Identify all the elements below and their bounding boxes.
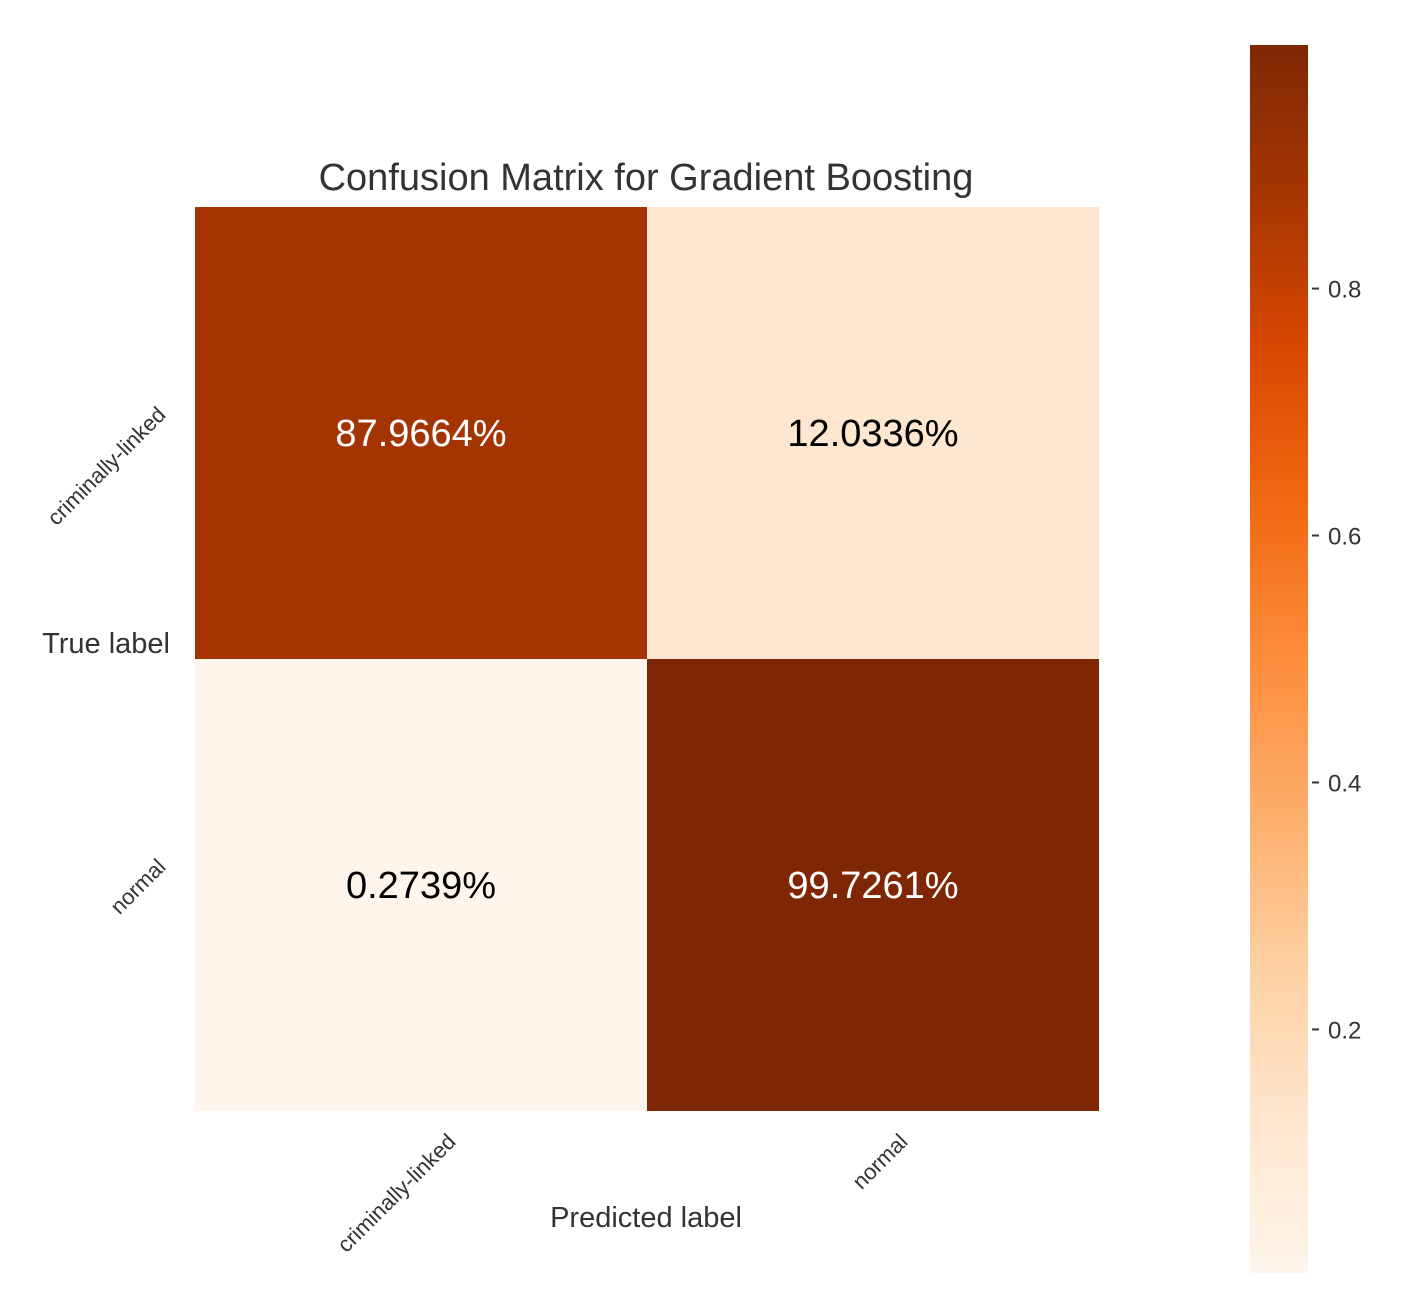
cell-value-label: 87.9664% [335,413,506,455]
y-tick-label: criminally-linked [42,402,170,530]
y-axis-label: True label [42,628,170,660]
x-axis-label: Predicted label [550,1202,742,1234]
x-tick-labels: criminally-linked normal [332,1129,912,1257]
y-tick-labels: criminally-linked normal [42,402,170,919]
colorbar-tick-label: 0.6 [1328,524,1361,551]
heatmap-cell [647,207,1099,659]
colorbar-ticks: 0.2 0.4 0.6 0.8 [1312,277,1361,1044]
y-tick-label: normal [105,854,170,919]
x-tick-label: criminally-linked [332,1129,460,1257]
heatmap-cell [647,659,1099,1111]
heatmap-cell [195,659,647,1111]
colorbar-tick-label: 0.2 [1328,1017,1361,1044]
colorbar-tick-label: 0.4 [1328,770,1361,797]
heatmap-cells: 87.9664% 12.0336% 0.2739% 99.7261% [195,207,1099,1111]
colorbar [1250,45,1308,1273]
heatmap-cell [195,207,647,659]
cell-value-label: 99.7261% [787,865,958,907]
cell-value-label: 12.0336% [787,413,958,455]
colorbar-tick-label: 0.8 [1328,277,1361,304]
x-tick-label: normal [847,1129,912,1194]
chart-title: Confusion Matrix for Gradient Boosting [319,157,974,199]
cell-value-label: 0.2739% [346,865,496,907]
